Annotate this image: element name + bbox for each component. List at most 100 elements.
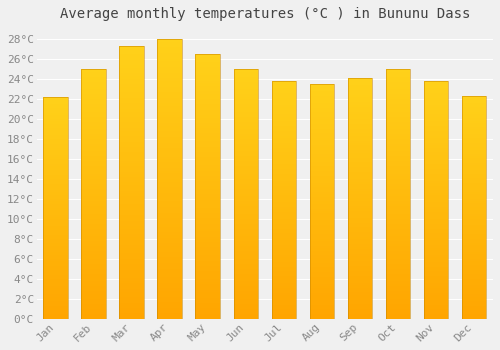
Bar xyxy=(272,200,296,202)
Bar xyxy=(348,205,372,208)
Bar xyxy=(386,94,410,97)
Bar xyxy=(272,159,296,162)
Bar xyxy=(44,170,68,173)
Bar xyxy=(44,135,68,137)
Bar xyxy=(348,316,372,319)
Bar xyxy=(158,204,182,207)
Bar xyxy=(158,81,182,84)
Bar xyxy=(158,299,182,302)
Bar xyxy=(82,304,106,306)
Bar xyxy=(44,179,68,181)
Bar xyxy=(44,168,68,170)
Bar xyxy=(120,202,144,204)
Bar xyxy=(120,292,144,294)
Bar xyxy=(386,271,410,274)
Bar xyxy=(272,105,296,107)
Bar xyxy=(44,110,68,113)
Bar xyxy=(310,201,334,204)
Bar xyxy=(82,196,106,199)
Bar xyxy=(272,164,296,167)
Bar xyxy=(462,288,486,290)
Bar xyxy=(462,127,486,130)
Bar xyxy=(462,198,486,201)
Bar xyxy=(234,134,258,136)
Bar xyxy=(424,264,448,267)
Bar xyxy=(272,276,296,279)
Bar xyxy=(462,203,486,205)
Bar xyxy=(310,295,334,298)
Bar xyxy=(386,117,410,119)
Bar xyxy=(272,171,296,174)
Bar xyxy=(158,305,182,308)
Bar xyxy=(196,298,220,300)
Bar xyxy=(158,308,182,310)
Bar xyxy=(462,140,486,143)
Bar xyxy=(44,177,68,179)
Bar xyxy=(310,183,334,185)
Bar xyxy=(234,146,258,149)
Bar xyxy=(310,100,334,103)
Bar xyxy=(158,263,182,266)
Bar xyxy=(462,103,486,105)
Bar xyxy=(234,236,258,239)
Bar xyxy=(386,226,410,229)
Bar xyxy=(310,298,334,300)
Bar xyxy=(120,302,144,305)
Bar xyxy=(196,263,220,266)
Bar xyxy=(44,301,68,303)
Bar xyxy=(196,133,220,136)
Bar xyxy=(234,166,258,169)
Bar xyxy=(44,152,68,155)
Bar xyxy=(120,251,144,253)
Bar xyxy=(424,207,448,209)
Bar xyxy=(120,46,144,319)
Bar xyxy=(386,161,410,164)
Bar xyxy=(462,294,486,296)
Bar xyxy=(44,279,68,281)
Bar xyxy=(272,240,296,243)
Bar xyxy=(386,189,410,191)
Bar xyxy=(462,185,486,187)
Bar xyxy=(386,209,410,211)
Bar xyxy=(462,167,486,169)
Bar xyxy=(234,84,258,86)
Bar xyxy=(310,225,334,227)
Bar xyxy=(44,266,68,268)
Bar xyxy=(82,79,106,82)
Bar xyxy=(310,253,334,255)
Bar xyxy=(386,314,410,316)
Bar xyxy=(462,100,486,103)
Bar xyxy=(82,221,106,224)
Bar xyxy=(44,210,68,212)
Bar xyxy=(44,294,68,297)
Bar xyxy=(82,289,106,292)
Bar xyxy=(158,142,182,145)
Bar xyxy=(310,164,334,166)
Bar xyxy=(386,259,410,261)
Bar xyxy=(234,89,258,91)
Bar xyxy=(196,208,220,210)
Bar xyxy=(44,212,68,215)
Bar xyxy=(234,94,258,97)
Bar xyxy=(310,178,334,180)
Bar xyxy=(44,190,68,192)
Bar xyxy=(462,96,486,98)
Bar xyxy=(44,234,68,237)
Bar xyxy=(424,102,448,105)
Bar xyxy=(272,133,296,136)
Bar xyxy=(120,215,144,218)
Bar xyxy=(120,60,144,62)
Bar xyxy=(462,252,486,254)
Bar xyxy=(310,96,334,98)
Bar xyxy=(158,98,182,100)
Bar xyxy=(120,270,144,273)
Bar xyxy=(348,174,372,177)
Bar xyxy=(234,144,258,147)
Bar xyxy=(234,102,258,104)
Bar xyxy=(424,250,448,252)
Bar xyxy=(272,193,296,195)
Bar xyxy=(386,79,410,82)
Bar xyxy=(196,123,220,126)
Bar xyxy=(196,64,220,67)
Bar xyxy=(348,292,372,295)
